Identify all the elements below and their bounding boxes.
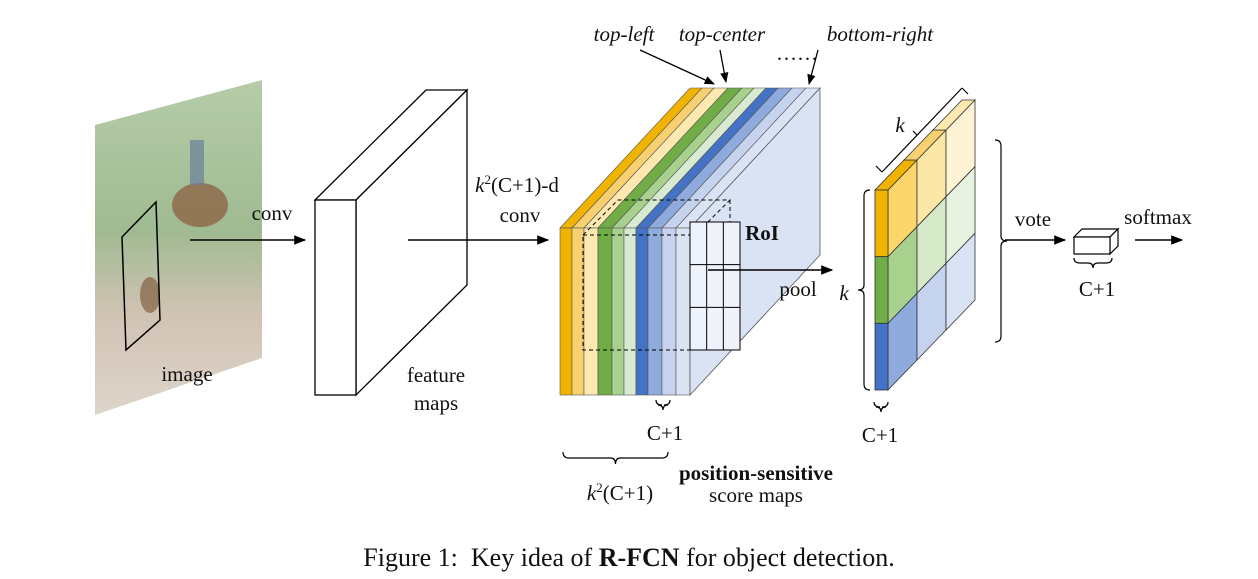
label-k: k: [839, 281, 849, 305]
brace: [875, 87, 969, 173]
dim-sup: 2: [596, 480, 603, 495]
slice-front: [647, 227, 663, 396]
label-c1: C+1: [647, 421, 683, 445]
box-front: [314, 199, 357, 396]
roi-dashed: [582, 199, 732, 236]
label-feature: feature: [407, 363, 465, 387]
dim-base: k: [475, 173, 485, 197]
brace: [994, 139, 1008, 343]
label-score-maps: score maps: [709, 483, 803, 507]
slice-front: [583, 227, 599, 396]
arrow: [639, 49, 715, 85]
label-position-sensitive: position-sensitive: [679, 461, 833, 485]
pooled-top: [932, 99, 976, 131]
arrow: [719, 49, 729, 84]
label-top-center: top-center: [679, 22, 766, 46]
label-c1: C+1: [1079, 277, 1115, 301]
label-vote: vote: [1015, 207, 1051, 231]
slice-front: [571, 227, 585, 396]
label-image: image: [161, 362, 212, 386]
box-front: [1073, 236, 1111, 255]
label-top-left: top-left: [594, 22, 656, 46]
brace: [857, 189, 871, 391]
brace: [873, 401, 889, 413]
caption-prefix: Figure 1: Key idea of: [363, 543, 598, 572]
arrow: [807, 49, 819, 86]
caption-suffix: for object detection.: [680, 543, 895, 572]
slice-front: [623, 227, 637, 396]
dim-sup: 2: [484, 172, 491, 187]
roi-box: [121, 200, 161, 352]
brace: [562, 451, 669, 465]
label-k: k: [895, 113, 905, 137]
dim-rest: (C+1): [603, 481, 653, 505]
label-c1: C+1: [862, 423, 898, 447]
dim-base: k: [587, 481, 597, 505]
photo-horse: [172, 183, 228, 227]
label-score-dim: k2(C+1): [587, 480, 653, 505]
label-conv: conv: [252, 201, 293, 225]
label-conv: conv: [500, 203, 541, 227]
slice-front: [597, 227, 613, 396]
caption: Figure 1: Key idea of R-FCN for object d…: [363, 543, 894, 572]
feature-maps-box: [313, 88, 469, 397]
photo: [95, 80, 262, 415]
brace: [1073, 257, 1113, 269]
input-image: [95, 80, 262, 415]
label-ellipsis: ……: [776, 41, 818, 65]
slice-front: [559, 227, 573, 396]
label-conv-dim: k2(C+1)-d: [475, 172, 559, 197]
dim-rest: (C+1)-d: [491, 173, 559, 197]
label-roi: RoI: [745, 221, 779, 245]
pooled-cell: [945, 232, 976, 331]
pooled-front: [874, 322, 889, 391]
label-pool: pool: [779, 277, 817, 301]
slice-front: [661, 227, 677, 396]
pooled-block: [874, 99, 976, 391]
output-box: [1072, 227, 1120, 256]
label-bottom-right: bottom-right: [827, 22, 934, 46]
label-softmax: softmax: [1124, 205, 1192, 229]
label-maps: maps: [414, 391, 458, 415]
slice-front: [611, 227, 625, 396]
photo-rider: [190, 140, 204, 185]
brace: [655, 399, 671, 411]
roi-grid: [689, 221, 741, 351]
photo-dog: [140, 277, 160, 313]
pooled-front: [874, 189, 889, 258]
pooled-front: [874, 256, 889, 324]
slice-front: [675, 227, 691, 396]
caption-name: R-FCN: [599, 543, 680, 572]
slice-front: [635, 227, 649, 396]
score-maps: [559, 86, 821, 397]
